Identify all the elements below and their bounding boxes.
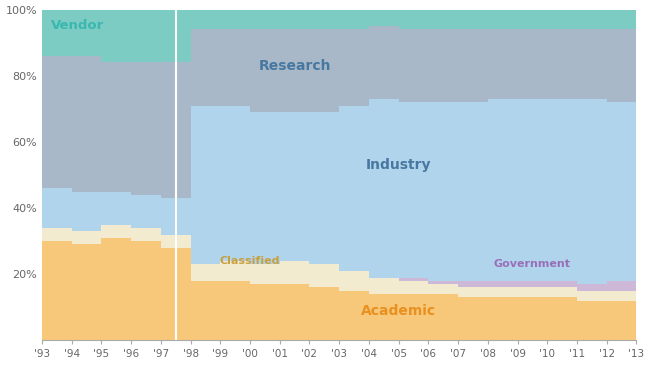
- Text: Vendor: Vendor: [51, 19, 104, 32]
- Text: Classified: Classified: [220, 256, 280, 266]
- Text: Industry: Industry: [366, 158, 432, 172]
- Text: Research: Research: [259, 59, 331, 73]
- Text: Academic: Academic: [361, 304, 436, 318]
- Text: Government: Government: [494, 259, 571, 269]
